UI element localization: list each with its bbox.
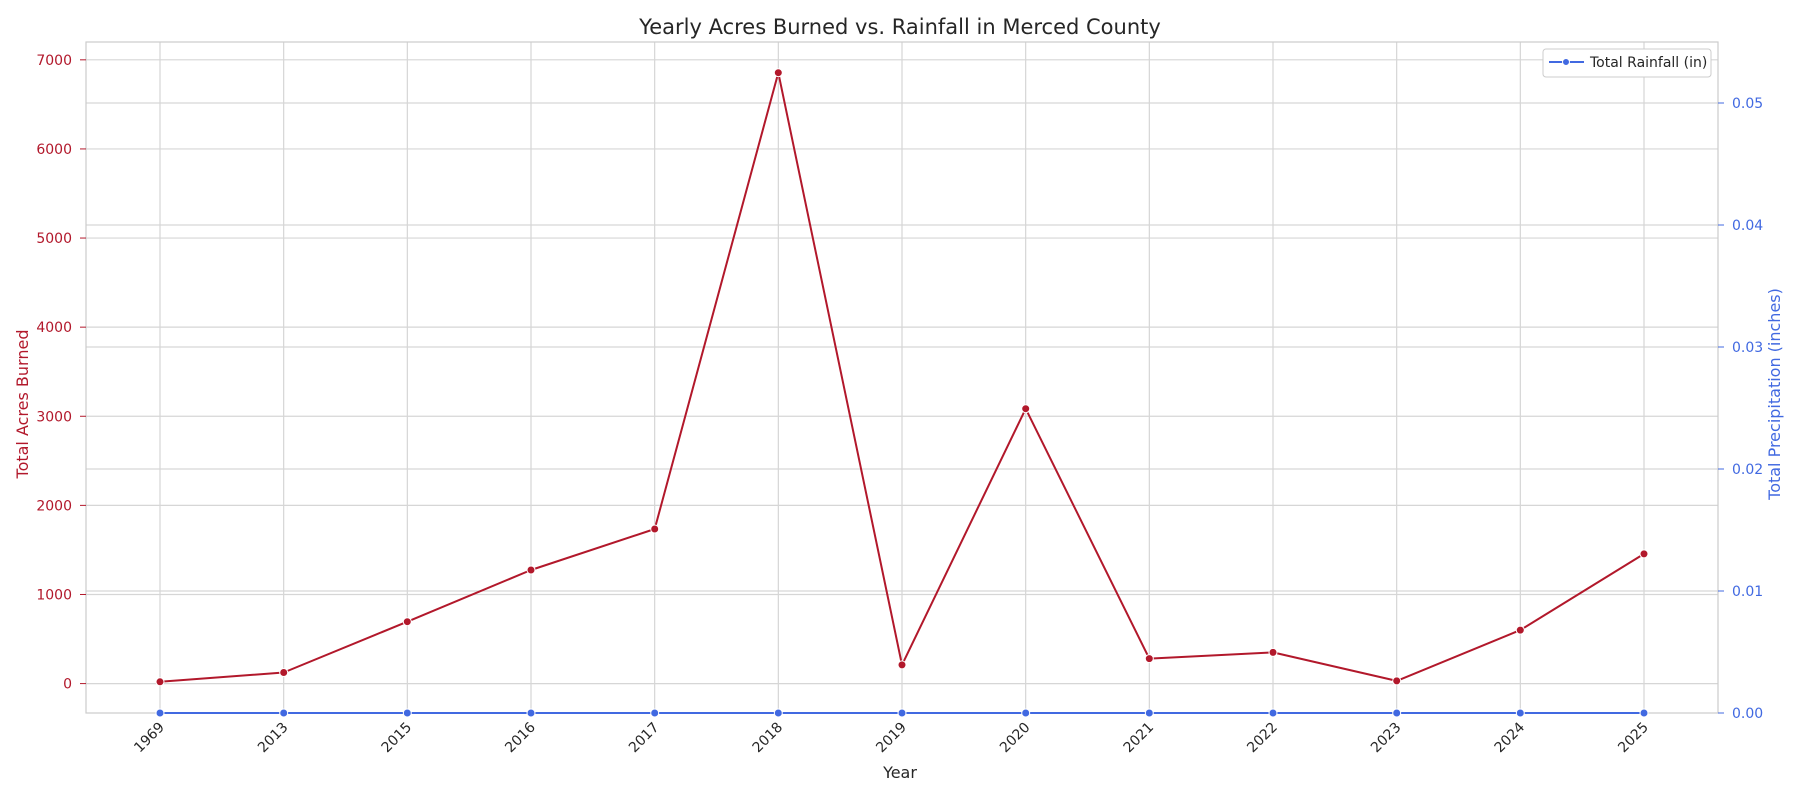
- data-point: [1144, 654, 1154, 664]
- right-y-axis-label: Total Precipitation (inches): [1765, 288, 1784, 501]
- left-y-axis-label: Total Acres Burned: [13, 330, 32, 480]
- right-tick-label: 0.00: [1732, 706, 1763, 722]
- data-point: [650, 708, 660, 718]
- series-0: [155, 68, 1649, 687]
- data-point: [1268, 708, 1278, 718]
- x-axis-label: Year: [882, 763, 917, 782]
- data-point: [1392, 676, 1402, 686]
- left-tick-label: 4000: [36, 320, 72, 336]
- data-point: [897, 660, 907, 670]
- data-point: [1144, 708, 1154, 718]
- data-point: [402, 708, 412, 718]
- right-tick-label: 0.01: [1732, 584, 1763, 600]
- data-point: [155, 677, 165, 687]
- left-tick-label: 5000: [36, 231, 72, 247]
- data-point: [773, 68, 783, 78]
- data-point: [1021, 404, 1031, 414]
- data-point: [402, 617, 412, 627]
- data-point: [1515, 708, 1525, 718]
- right-tick-label: 0.03: [1732, 340, 1763, 356]
- right-tick-label: 0.04: [1732, 218, 1763, 234]
- left-tick-label: 7000: [36, 53, 72, 69]
- data-point: [1639, 708, 1649, 718]
- data-point: [1392, 708, 1402, 718]
- right-tick-label: 0.05: [1732, 96, 1763, 112]
- data-point: [1515, 625, 1525, 635]
- data-point: [526, 565, 536, 575]
- data-point: [650, 524, 660, 534]
- legend-marker-rainfall: [1562, 58, 1570, 66]
- left-tick-label: 2000: [36, 498, 72, 514]
- data-point: [773, 708, 783, 718]
- left-tick-label: 6000: [36, 142, 72, 158]
- legend: Total Rainfall (in): [1542, 48, 1712, 78]
- series-1: [155, 708, 1649, 718]
- left-tick-label: 3000: [36, 409, 72, 425]
- right-axis-tick-labels: 0.00 0.01 0.02 0.03 0.04 0.05: [1718, 96, 1763, 722]
- data-point: [1639, 549, 1649, 559]
- right-tick-label: 0.02: [1732, 462, 1763, 478]
- data-point: [279, 668, 289, 677]
- data-point: [279, 708, 289, 718]
- left-tick-label: 0: [63, 677, 72, 693]
- left-axis-tick-labels: 0 1000 2000 3000 4000 5000 6000 7000: [36, 53, 86, 693]
- data-point: [526, 708, 536, 718]
- data-point: [897, 708, 907, 718]
- legend-box: [1542, 48, 1712, 78]
- chart-title: Yearly Acres Burned vs. Rainfall in Merc…: [638, 15, 1161, 39]
- x-axis-gridlines: [159, 42, 1645, 713]
- series-layer: [155, 68, 1649, 718]
- legend-label-rainfall: Total Rainfall (in): [1589, 55, 1707, 71]
- left-tick-label: 1000: [36, 587, 72, 603]
- data-point: [155, 708, 165, 718]
- data-point: [1021, 708, 1031, 718]
- data-point: [1268, 647, 1278, 657]
